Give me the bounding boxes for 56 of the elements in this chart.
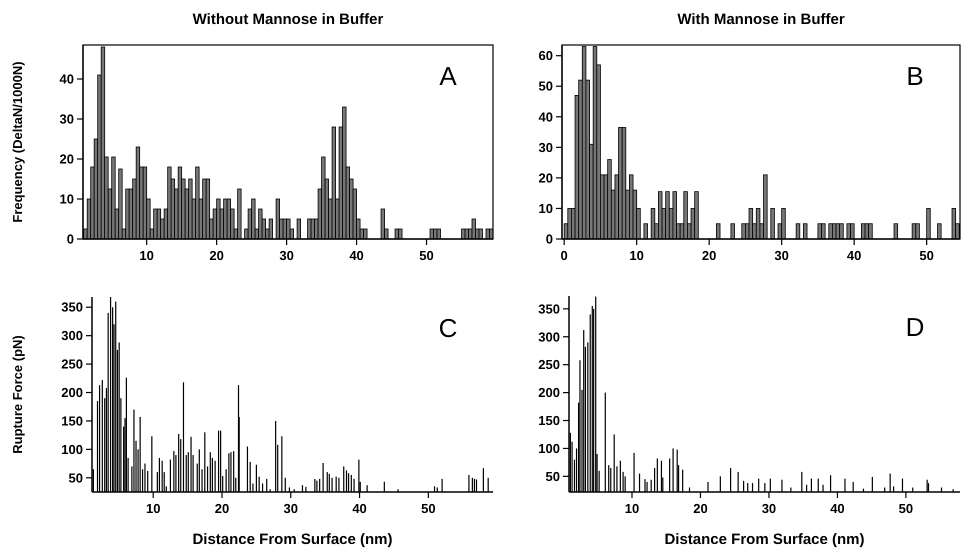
annotation: A [439, 61, 458, 91]
x-axis-title: Distance From Surface (nm) [664, 531, 865, 548]
y-tick-label: 250 [538, 357, 560, 372]
chart-title: With Mannose in Buffer [677, 11, 845, 28]
y-tick-label: 200 [538, 385, 560, 400]
x-tick-label: 40 [830, 501, 845, 516]
y-tick-label: 20 [538, 170, 553, 186]
annotation: B [906, 61, 924, 91]
y-tick-label: 150 [538, 413, 560, 428]
x-tick-label: 50 [421, 501, 436, 516]
annotation: C [438, 313, 458, 343]
x-tick-label: 20 [702, 248, 716, 263]
y-tick-label: 150 [61, 413, 83, 428]
y-tick-label: 50 [68, 470, 83, 486]
y-tick-label: 50 [538, 78, 553, 94]
y-tick-label: 0 [66, 232, 74, 246]
x-tick-label: 10 [146, 501, 160, 516]
y-tick-label: 100 [538, 440, 560, 456]
y-tick-label: 40 [538, 109, 553, 124]
y-tick-label: 30 [60, 112, 74, 126]
chart-title: Without Mannose in Buffer [192, 11, 384, 28]
x-axis-title: Distance From Surface (nm) [192, 531, 393, 548]
x-tick-label: 30 [774, 248, 789, 263]
y-axis-title: Frequency (DeltaN/1000N) [10, 61, 25, 223]
y-tick-label: 350 [538, 301, 560, 316]
y-tick-label: 60 [538, 48, 553, 64]
y-tick-label: 300 [538, 329, 560, 344]
x-tick-label: 20 [693, 501, 708, 516]
x-tick-label: 40 [846, 248, 862, 263]
x-tick-label: 10 [629, 248, 644, 263]
x-tick-label: 20 [209, 248, 224, 263]
x-tick-label: 30 [279, 248, 294, 263]
y-tick-label: 0 [546, 232, 553, 246]
annotation: D [906, 312, 924, 342]
y-tick-label: 10 [60, 192, 74, 206]
x-tick-label: 50 [919, 248, 934, 263]
y-tick-label: 20 [60, 152, 74, 166]
x-tick-label: 40 [349, 248, 364, 263]
x-tick-label: 30 [762, 501, 776, 516]
x-tick-label: 50 [419, 248, 434, 263]
y-axis-title: Rupture Force (pN) [10, 335, 25, 454]
y-tick-label: 50 [546, 468, 560, 484]
y-tick-label: 300 [61, 328, 83, 344]
y-tick-label: 200 [61, 385, 83, 400]
y-tick-label: 10 [538, 200, 553, 216]
y-tick-label: 40 [60, 72, 74, 86]
x-tick-label: 50 [898, 501, 914, 516]
x-tick-label: 30 [284, 501, 298, 516]
x-tick-label: 10 [139, 248, 154, 263]
y-tick-label: 30 [538, 140, 553, 155]
x-tick-label: 40 [352, 501, 367, 516]
y-tick-label: 350 [61, 300, 83, 315]
y-tick-label: 100 [61, 442, 83, 457]
x-tick-label: 20 [214, 501, 230, 516]
x-tick-label: 10 [624, 501, 640, 516]
y-tick-label: 250 [61, 356, 83, 372]
